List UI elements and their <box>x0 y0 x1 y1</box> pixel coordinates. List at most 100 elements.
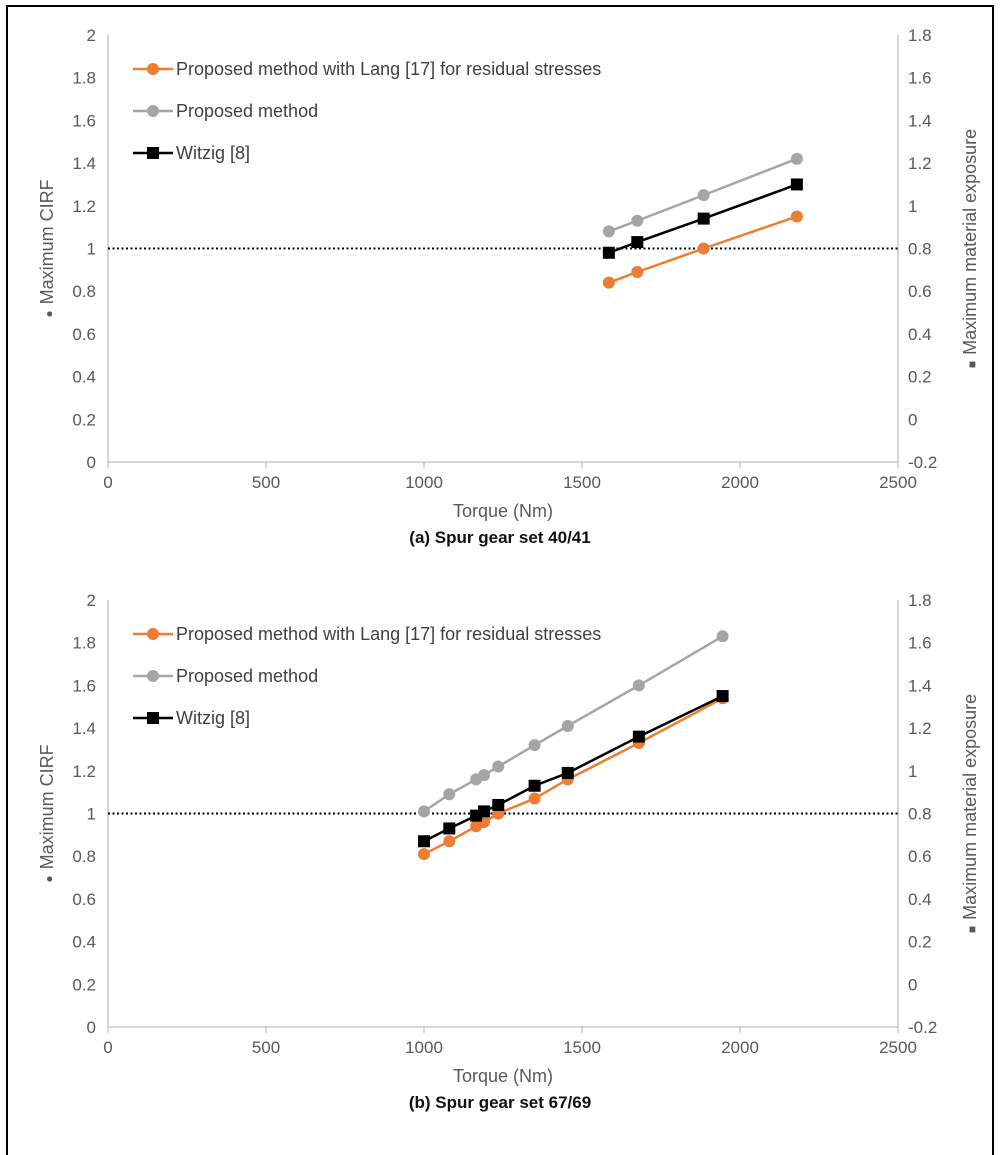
series-line-witzig <box>608 183 798 254</box>
data-point-proposed <box>790 152 803 165</box>
series-line-lang <box>608 215 798 284</box>
data-point-witzig <box>716 690 729 703</box>
data-point-witzig <box>632 730 645 743</box>
y-tick-label: 0.2 <box>72 975 96 994</box>
data-point-witzig <box>492 798 505 811</box>
y-tick-label: 1.6 <box>72 111 96 130</box>
y-tick-label: 0.4 <box>72 933 96 952</box>
y-tick-label: 1 <box>87 805 96 824</box>
y2-tick-label: 1.4 <box>908 111 932 130</box>
data-point-lang <box>443 835 456 848</box>
data-point-proposed <box>561 719 574 732</box>
y-tick-label: 1.8 <box>72 634 96 653</box>
y-tick-label: 1.2 <box>72 762 96 781</box>
data-point-witzig <box>790 178 803 191</box>
data-point-proposed <box>632 679 645 692</box>
y2-axis-marker-glyph: ■ <box>965 361 979 368</box>
y2-tick-label: 1.4 <box>908 676 932 695</box>
data-point-witzig <box>602 246 615 259</box>
x-tick-label: 2500 <box>879 473 917 492</box>
y-axis-title-text: Maximum CIRF <box>37 179 57 304</box>
data-point-proposed <box>631 214 644 227</box>
data-point-proposed <box>492 760 505 773</box>
y-tick-label: 1.6 <box>72 676 96 695</box>
y2-tick-label: -0.2 <box>908 1018 937 1037</box>
data-point-witzig <box>418 835 430 848</box>
data-point-witzig <box>478 805 491 818</box>
y-tick-label: 2 <box>87 26 96 45</box>
data-point-proposed <box>528 739 541 752</box>
legend-swatch-marker <box>147 712 159 724</box>
legend-label: Proposed method with Lang [17] for resid… <box>176 59 601 79</box>
legend-label: Witzig [8] <box>176 143 250 163</box>
y-axis-title-text: Maximum CIRF <box>37 744 57 869</box>
y2-axis-title-text: Maximum material exposure <box>960 129 980 355</box>
x-axis-title: Torque (Nm) <box>453 501 553 521</box>
series-line-proposed <box>608 157 798 233</box>
y2-tick-label: 0.2 <box>908 933 932 952</box>
chart-a: 0 500 1000 1500 2000 2500 0 0.2 0.4 0.6 0.8 1 1.2 1.4… <box>37 26 980 547</box>
data-point-proposed <box>418 805 430 818</box>
y2-tick-label: 0 <box>908 410 917 429</box>
legend-swatch-marker <box>147 105 159 117</box>
x-tick-label: 2000 <box>721 473 759 492</box>
x-tick-label: 2000 <box>721 1038 759 1057</box>
y-tick-label: 0.6 <box>72 325 96 344</box>
y2-axis-title-text: Maximum material exposure <box>960 694 980 920</box>
chart-b: 0 500 1000 1500 2000 2500 0 0.2 0.4 0.6 0.8 1 1.2 1.4… <box>37 591 980 1112</box>
y2-axis-marker-glyph: ■ <box>965 926 979 933</box>
y2-tick-label: 1.6 <box>908 69 932 88</box>
legend-swatch-marker <box>147 628 159 640</box>
data-point-lang <box>602 276 615 289</box>
legend-label: Proposed method with Lang [17] for resid… <box>176 624 601 644</box>
y2-tick-label: 1.2 <box>908 719 932 738</box>
y-tick-label: 2 <box>87 591 96 610</box>
y-tick-label: 0.8 <box>72 282 96 301</box>
y2-tick-label: 1.8 <box>908 591 932 610</box>
x-tick-label: 1500 <box>563 473 601 492</box>
y-tick-label: 0 <box>87 1018 96 1037</box>
y2-tick-label: 1.6 <box>908 634 932 653</box>
x-tick-label: 0 <box>103 1038 112 1057</box>
y-tick-label: 1 <box>87 240 96 259</box>
figure-caption: (a) Spur gear set 40/41 <box>409 528 590 547</box>
data-point-witzig <box>631 236 644 249</box>
y-tick-label: 1.4 <box>72 154 96 173</box>
y2-tick-label: 1.8 <box>908 26 932 45</box>
data-point-witzig <box>528 779 541 792</box>
data-point-lang <box>528 792 541 805</box>
data-point-proposed <box>478 769 491 782</box>
data-point-proposed <box>716 630 729 643</box>
y-tick-label: 1.8 <box>72 69 96 88</box>
y-axis-marker-glyph: ● <box>42 875 56 882</box>
y-tick-label: 0.4 <box>72 368 96 387</box>
x-tick-label: 500 <box>252 473 280 492</box>
y-tick-label: 0.6 <box>72 890 96 909</box>
y-tick-label: 1.2 <box>72 197 96 216</box>
y2-tick-label: 1.2 <box>908 154 932 173</box>
y-tick-label: 1.4 <box>72 719 96 738</box>
y2-axis-title: ■ Maximum material exposure <box>960 129 980 368</box>
data-point-witzig <box>697 212 710 225</box>
data-point-witzig <box>443 822 456 835</box>
x-tick-label: 0 <box>103 473 112 492</box>
x-tick-label: 1500 <box>563 1038 601 1057</box>
y2-tick-label: 0 <box>908 975 917 994</box>
y2-tick-label: 0.4 <box>908 325 932 344</box>
y2-tick-label: 0.6 <box>908 282 932 301</box>
y2-tick-label: 0.8 <box>908 240 932 259</box>
legend-label: Proposed method <box>176 666 318 686</box>
x-axis-title: Torque (Nm) <box>453 1066 553 1086</box>
data-point-lang <box>790 210 803 223</box>
x-tick-label: 500 <box>252 1038 280 1057</box>
data-point-proposed <box>697 189 710 202</box>
y2-axis-title: ■ Maximum material exposure <box>960 694 980 933</box>
x-tick-label: 2500 <box>879 1038 917 1057</box>
y-tick-label: 0.2 <box>72 410 96 429</box>
y2-tick-label: 0.4 <box>908 890 932 909</box>
data-point-lang <box>631 265 644 278</box>
figure-frame: 0 500 1000 1500 2000 2500 0 0.2 0.4 0.6 0.8 1 1.2 1.4… <box>6 5 994 1155</box>
y-tick-label: 0 <box>87 453 96 472</box>
y2-tick-label: 0.2 <box>908 368 932 387</box>
y-axis-title: ● Maximum CIRF <box>37 744 57 882</box>
